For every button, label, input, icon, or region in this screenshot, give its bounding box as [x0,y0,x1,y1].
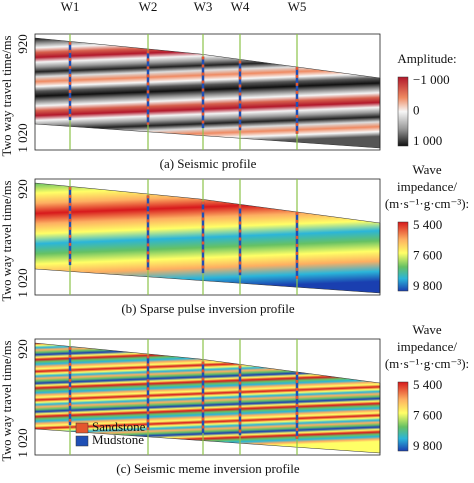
y-tick-label: 1 020 [15,428,30,457]
legend-swatch [75,435,89,447]
colorbar-tick-label: 9 800 [413,438,442,453]
well-label: W5 [288,0,307,14]
colorbar-tick-label: 0 [413,102,420,117]
y-tick-label: 1 020 [15,268,30,297]
well-label: W2 [139,0,158,14]
colorbar-title: Wave [412,322,441,337]
colorbar-tick-label: 5 400 [413,217,442,232]
colorbar-tick-label: 9 800 [413,278,442,293]
legend-label: Mudstone [92,432,144,447]
y-tick-label: 1 020 [15,123,30,152]
well-label: W3 [194,0,213,14]
y-tick-label: 920 [15,34,30,54]
profile-image [34,182,381,294]
y-axis-label: Two way travel time/ms [0,35,14,156]
image-frame [34,338,381,456]
y-axis-label: Two way travel time/ms [0,180,14,301]
profile-image [34,37,381,149]
image-frame [34,178,381,296]
colorbar-title: Amplitude: [397,51,456,66]
colorbar-title: (m·s⁻¹·g·cm⁻³): [385,356,469,371]
well-label: W4 [231,0,250,14]
colorbar-tick-label: 1 000 [413,133,442,148]
well-label: W1 [61,0,80,14]
panel-caption: (b) Sparse pulse inversion profile [121,301,295,316]
y-axis-label: Two way travel time/ms [0,340,14,461]
colorbar [397,381,409,452]
colorbar-tick-label: 5 400 [413,377,442,392]
colorbar [397,76,409,147]
colorbar-title: Wave [412,162,441,177]
colorbar-title: impedance/ [397,339,457,354]
colorbar [397,221,409,292]
colorbar-title: impedance/ [397,179,457,194]
legend-label: Sandstone [92,419,146,434]
colorbar-tick-label: −1 000 [413,72,450,87]
colorbar-tick-label: 7 600 [413,407,442,422]
colorbar-title: (m·s⁻¹·g·cm⁻³): [385,196,469,211]
image-frame [34,33,381,151]
y-tick-label: 920 [15,179,30,199]
legend-swatch [75,422,89,434]
y-tick-label: 920 [15,339,30,359]
panel-caption: (a) Seismic profile [160,156,257,171]
panel-caption: (c) Seismic meme inversion profile [116,461,300,476]
colorbar-tick-label: 7 600 [413,247,442,262]
